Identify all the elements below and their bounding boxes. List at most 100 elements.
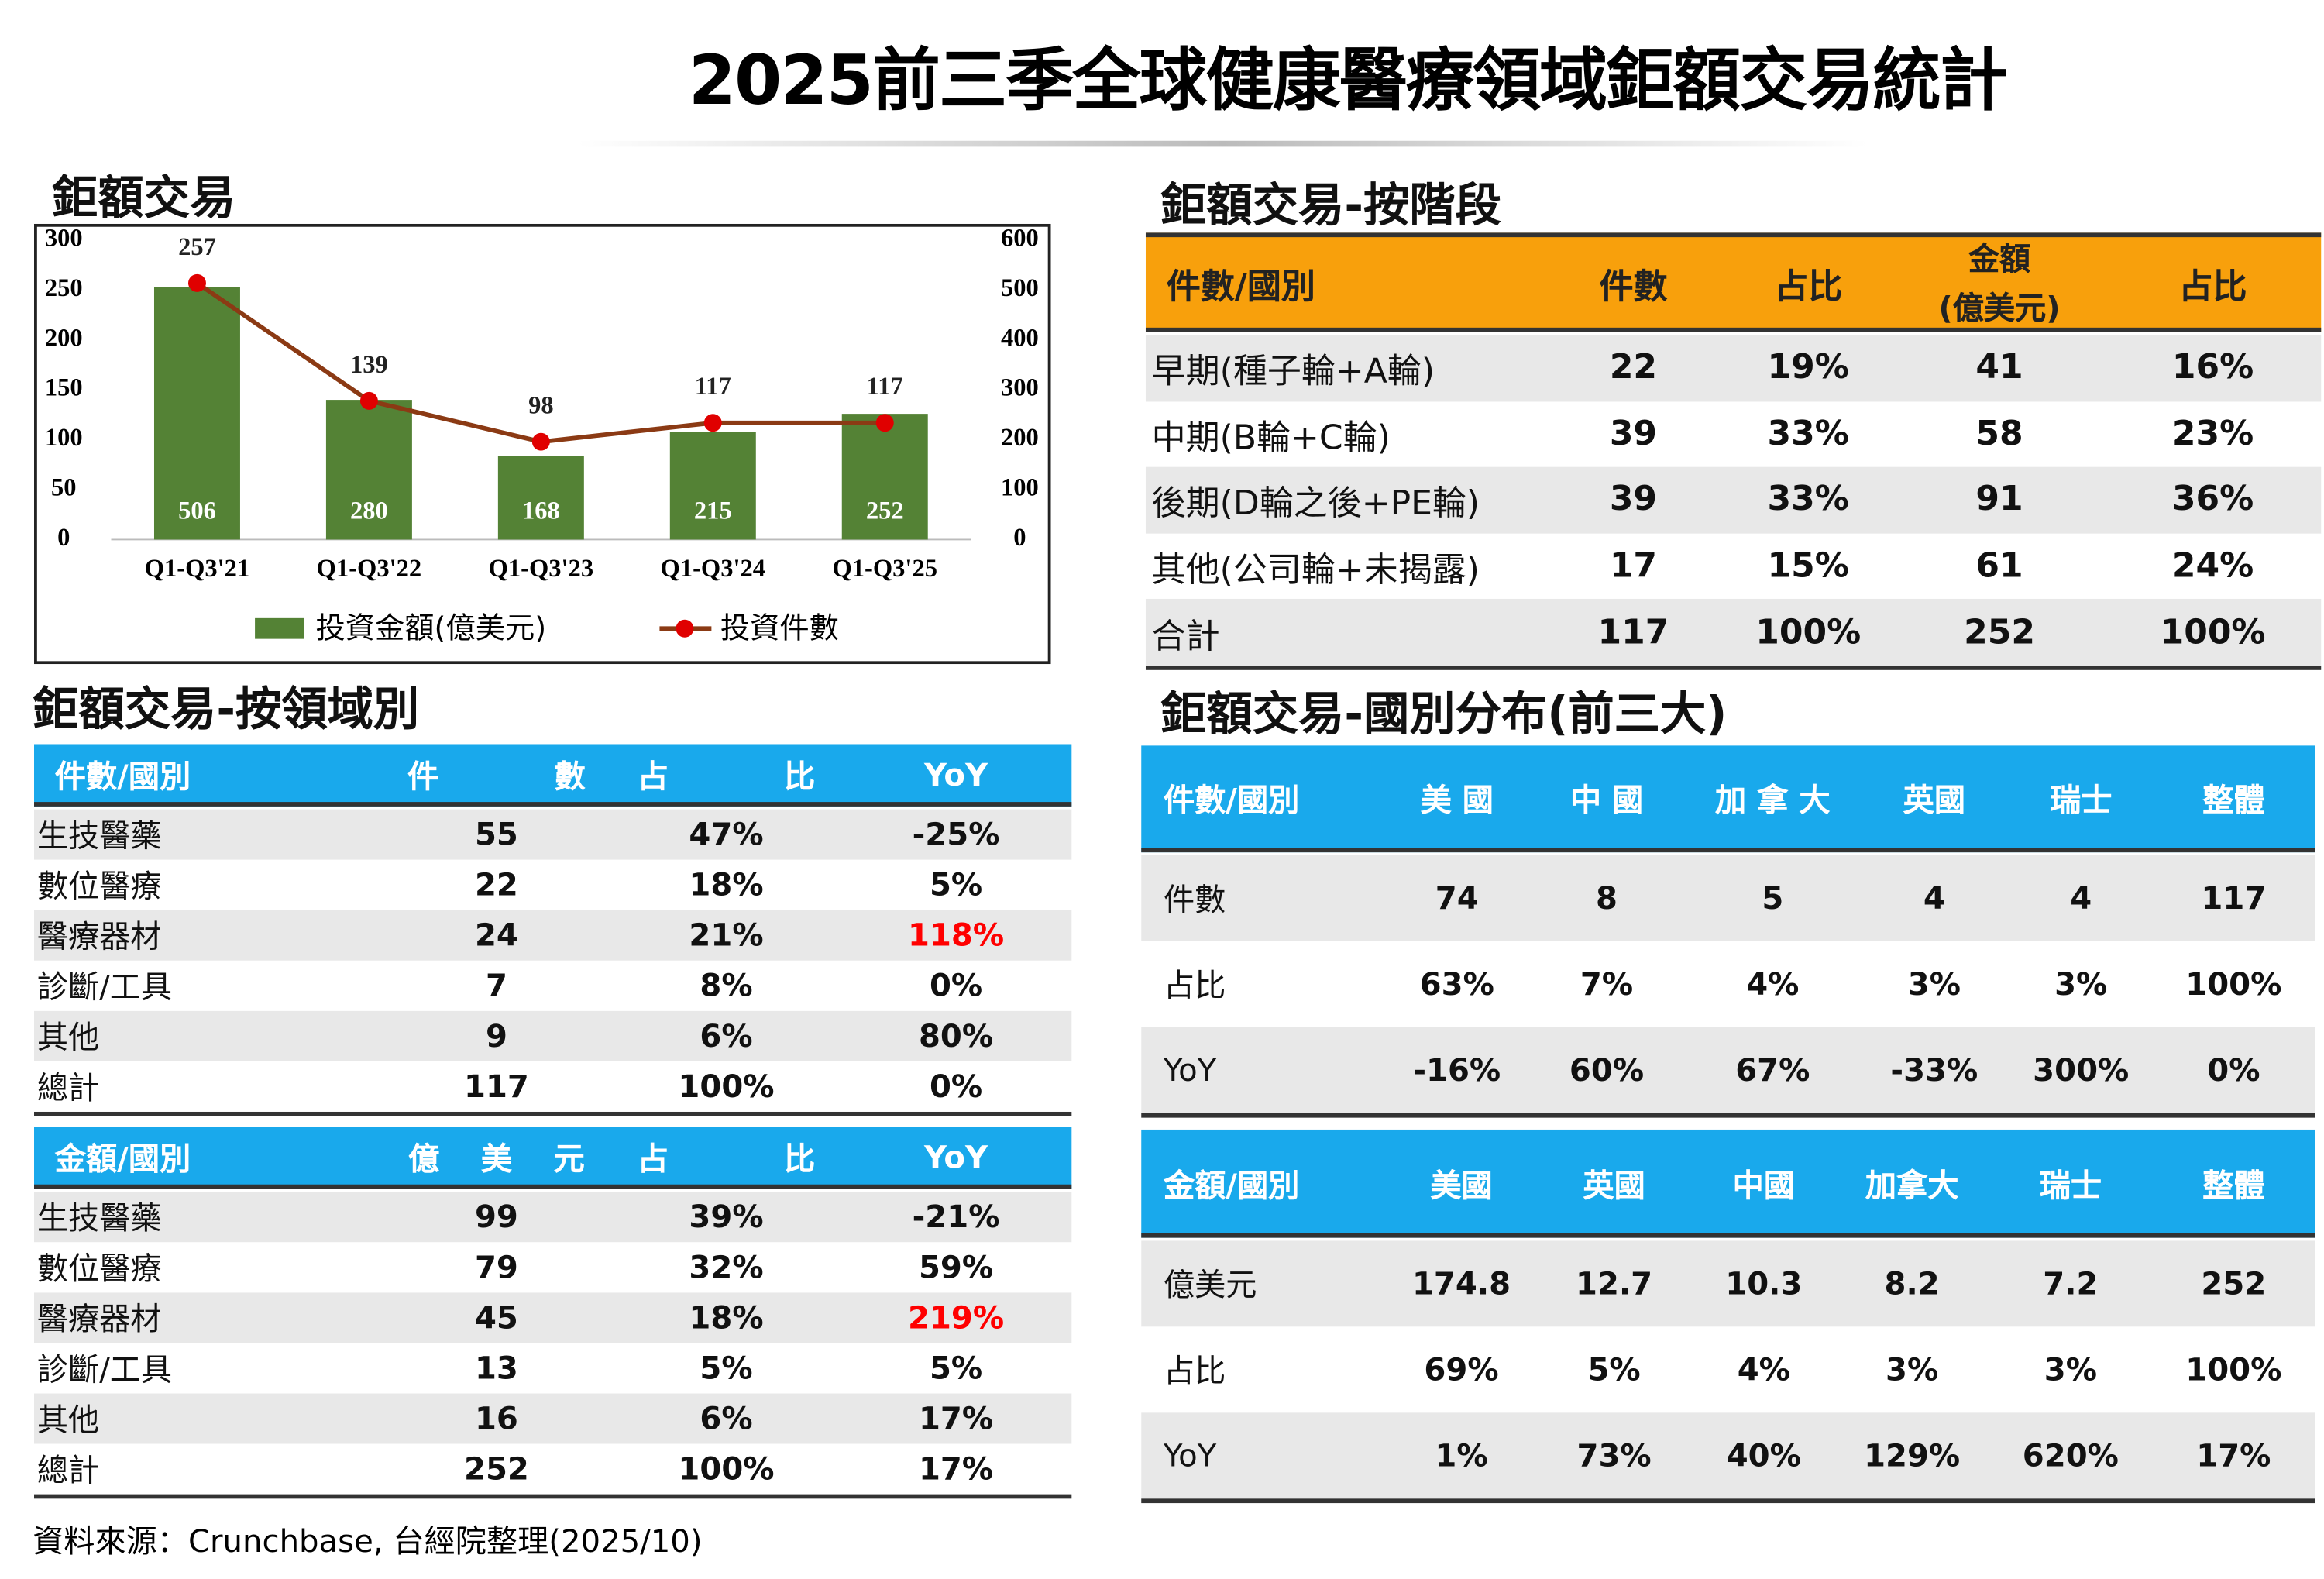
table-cell: 17%: [2196, 1437, 2271, 1474]
table-row-bg: [1145, 599, 2322, 666]
table-cell: 4: [2070, 880, 2092, 917]
table-cell: 數位醫療: [36, 869, 162, 905]
bar-label: 506: [178, 497, 216, 525]
table-row-bg: [1141, 1326, 2315, 1413]
table-cell: 8: [1596, 880, 1618, 917]
y2-tick-label: 400: [1001, 324, 1039, 352]
bar: [153, 287, 240, 540]
y2-tick-label: 0: [1013, 524, 1026, 552]
table-cell: 22: [1609, 349, 1658, 387]
legend-label: 投資金額(億美元): [316, 611, 547, 646]
table-cell: 12.7: [1575, 1265, 1653, 1302]
table-row-bg: [1141, 941, 2315, 1027]
x-tick-label: Q1-Q3'23: [489, 555, 593, 583]
table-row-bg: [34, 859, 1072, 910]
country-title: 鉅額交易-國別分布(前三大): [1160, 687, 1728, 741]
table-cell: 59%: [918, 1249, 994, 1285]
table-cell: 73%: [1576, 1437, 1652, 1474]
x-tick-label: Q1-Q3'22: [317, 555, 421, 583]
header-cell: 英國: [1583, 1167, 1645, 1203]
table-cell: 39: [1609, 480, 1658, 520]
table-header-bg: [1141, 1129, 2315, 1238]
table-row-bg: [1141, 1240, 2315, 1327]
bar-label: 252: [866, 497, 904, 525]
table-cell: -33%: [1890, 1052, 1978, 1089]
table-cell: 1%: [1435, 1437, 1488, 1474]
table-cell: 100%: [2160, 613, 2266, 652]
header-cell: 英國: [1903, 783, 1966, 819]
table-cell: 40%: [1726, 1437, 1801, 1474]
table-header-bg: [34, 744, 1072, 807]
table-cell: 100%: [678, 1451, 775, 1488]
header-cell: 占比: [2178, 267, 2247, 307]
y2-tick-label: 500: [1001, 274, 1039, 302]
y-tick-label: 0: [57, 524, 70, 552]
x-tick-label: Q1-Q3'24: [661, 555, 765, 583]
table-cell: 8.2: [1884, 1265, 1940, 1302]
y-tick-label: 300: [45, 224, 83, 252]
header-cell: 件數/國別: [54, 759, 191, 795]
header-cell: 占比: [637, 759, 931, 795]
marker: [703, 414, 722, 432]
table-cell: 15%: [1767, 547, 1849, 586]
header-cell: YoY: [924, 1140, 988, 1176]
table-cell: 後期(D輪之後+PE輪): [1151, 485, 1480, 525]
table-row-bg: [1141, 855, 2315, 941]
table-cell: 其他(公司輪+未揭露): [1151, 551, 1480, 590]
table-cell: 21%: [689, 917, 764, 954]
header-cell: 瑞士: [2050, 783, 2113, 819]
table-cell: 0%: [2207, 1052, 2260, 1089]
header-cell: 瑞士: [2039, 1167, 2102, 1203]
point-label: 117: [867, 373, 903, 401]
header-cell: 美 國: [1420, 783, 1494, 819]
table-row-bg: [34, 1010, 1072, 1061]
table-header-bg: [34, 1127, 1072, 1189]
table-cell: 58: [1975, 415, 2023, 454]
table-cell: 117: [2201, 880, 2267, 917]
table-cell: 6%: [700, 1401, 753, 1436]
header-cell: 美國: [1430, 1167, 1493, 1203]
table-row-bg: [1145, 467, 2322, 534]
table-cell: 61: [1975, 547, 2023, 586]
table-cell: 129%: [1864, 1437, 1961, 1474]
table-cell: 63%: [1419, 966, 1494, 1003]
point-label: 139: [350, 351, 388, 379]
table-row-bg: [1145, 401, 2322, 468]
table-cell: 3%: [2054, 966, 2108, 1003]
table-cell: 300%: [2033, 1052, 2130, 1089]
table-cell: -16%: [1413, 1052, 1501, 1089]
table-cell: 中期(B輪+C輪): [1151, 419, 1391, 459]
marker: [875, 414, 894, 432]
table-cell: 36%: [2171, 480, 2254, 520]
table-cell: 99: [474, 1199, 518, 1235]
header-cell: 億美元: [408, 1141, 627, 1178]
table-cell: 41: [1975, 349, 2023, 387]
table-cell: 3%: [1886, 1351, 1939, 1388]
point-label: 98: [528, 392, 554, 420]
table-cell: 8%: [700, 968, 753, 1004]
legend-label: 投資件數: [720, 611, 839, 646]
table-cell: 10.3: [1725, 1265, 1803, 1302]
table-cell: 7.2: [2043, 1265, 2099, 1302]
table-row-bg: [34, 1061, 1072, 1112]
table-cell: 17: [1609, 547, 1658, 586]
table-cell: 17%: [918, 1451, 994, 1488]
table-cell: 占比: [1163, 968, 1226, 1004]
table-cell: 4%: [1746, 966, 1800, 1003]
header-cell: 中國: [1732, 1167, 1796, 1203]
table-cell: 總計: [36, 1453, 100, 1488]
marker: [359, 391, 378, 410]
table-cell: 24%: [2171, 547, 2254, 586]
table-cell: 5%: [929, 867, 983, 903]
source: 資料來源：Crunchbase, 台經院整理(2025/10): [33, 1523, 703, 1560]
table-cell: 7: [485, 968, 507, 1004]
table-cell: 118%: [907, 917, 1005, 954]
sector-title: 鉅額交易-按領域別: [33, 683, 420, 737]
table-cell: 117: [1597, 613, 1669, 652]
header-cell: 件數: [1599, 267, 1668, 307]
table-cell: 24: [474, 917, 518, 954]
header-cell: 加 拿 大: [1715, 783, 1831, 819]
header-cell: 金額: [1968, 241, 2031, 277]
y-tick-label: 150: [45, 374, 83, 402]
bar: [841, 414, 928, 540]
